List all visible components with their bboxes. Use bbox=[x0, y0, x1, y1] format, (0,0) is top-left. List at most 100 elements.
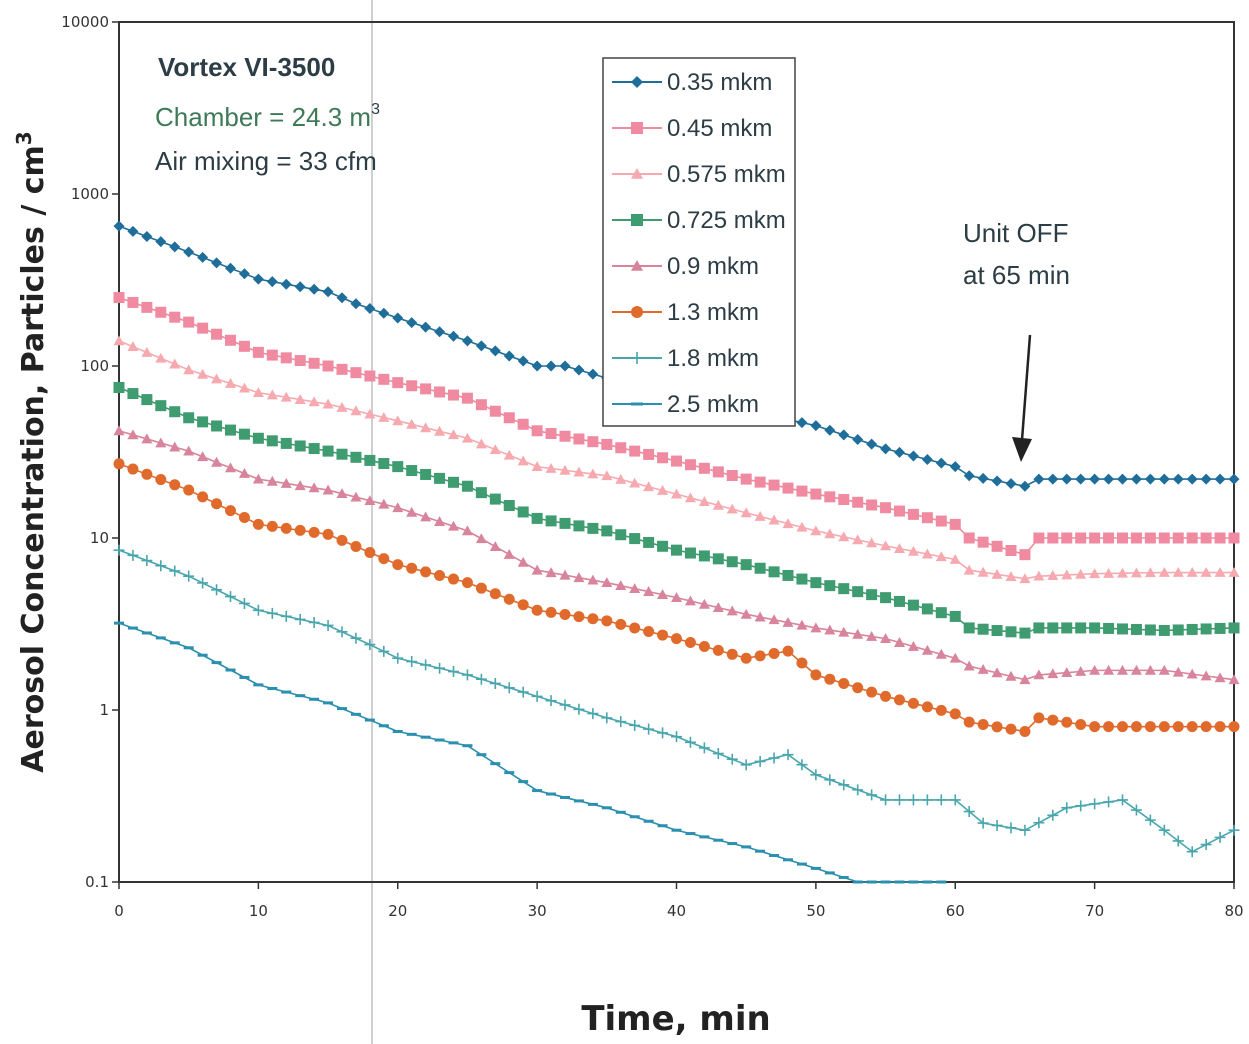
data-point bbox=[921, 603, 933, 615]
data-point bbox=[1200, 721, 1212, 733]
y-tick-label: 10000 bbox=[61, 13, 109, 31]
data-point bbox=[631, 168, 643, 179]
data-point bbox=[434, 569, 446, 581]
x-tick-label: 80 bbox=[1224, 902, 1243, 920]
data-point bbox=[796, 521, 808, 532]
data-point bbox=[949, 518, 961, 530]
data-point bbox=[657, 589, 669, 600]
data-point bbox=[517, 556, 529, 567]
data-point bbox=[838, 677, 850, 689]
x-tick-label: 0 bbox=[114, 902, 124, 920]
data-point bbox=[949, 708, 961, 720]
data-point bbox=[127, 626, 138, 630]
data-point bbox=[238, 428, 250, 440]
data-point bbox=[1228, 567, 1240, 577]
data-point bbox=[1117, 473, 1128, 485]
data-point bbox=[1172, 721, 1184, 733]
data-point bbox=[169, 565, 181, 577]
data-point bbox=[155, 306, 167, 318]
data-point bbox=[183, 445, 195, 456]
data-point bbox=[531, 690, 543, 702]
data-point bbox=[977, 663, 989, 674]
data-point bbox=[1117, 567, 1128, 578]
data-point bbox=[1019, 674, 1031, 685]
legend-item: 1.3 mkm bbox=[612, 299, 759, 326]
x-tick-label: 20 bbox=[388, 902, 407, 920]
data-point bbox=[392, 652, 404, 664]
data-point bbox=[768, 752, 780, 764]
data-point bbox=[629, 719, 641, 731]
data-point bbox=[211, 373, 223, 384]
data-point bbox=[197, 451, 209, 462]
data-point bbox=[211, 328, 223, 340]
data-point bbox=[336, 626, 348, 638]
data-point bbox=[740, 608, 752, 619]
data-point bbox=[239, 675, 250, 679]
data-point bbox=[545, 462, 557, 473]
data-point bbox=[573, 433, 585, 445]
data-point bbox=[1005, 822, 1017, 834]
data-point bbox=[225, 378, 236, 388]
data-point bbox=[684, 637, 696, 649]
data-point bbox=[907, 794, 919, 806]
data-point bbox=[392, 729, 403, 733]
x-tick-label: 10 bbox=[249, 902, 268, 920]
data-point bbox=[1047, 809, 1059, 821]
data-point bbox=[1089, 622, 1101, 634]
data-point bbox=[503, 500, 515, 512]
data-point bbox=[991, 568, 1003, 579]
data-point bbox=[671, 592, 682, 603]
data-point bbox=[907, 508, 919, 520]
data-point bbox=[1103, 473, 1115, 485]
data-point bbox=[1033, 473, 1045, 485]
series-2 bbox=[113, 335, 1240, 584]
data-point bbox=[406, 732, 417, 736]
data-point bbox=[852, 628, 864, 639]
data-point bbox=[907, 697, 919, 709]
data-point bbox=[1089, 721, 1101, 733]
data-point bbox=[252, 346, 264, 358]
data-point bbox=[810, 622, 822, 633]
data-point bbox=[141, 555, 153, 567]
data-point bbox=[531, 360, 543, 372]
data-point bbox=[935, 794, 947, 806]
data-point bbox=[1117, 794, 1128, 806]
data-point bbox=[476, 753, 487, 757]
data-point bbox=[838, 429, 850, 441]
data-point bbox=[1075, 532, 1087, 544]
data-point bbox=[1103, 567, 1115, 578]
data-point bbox=[894, 543, 905, 553]
data-point bbox=[545, 360, 557, 372]
data-point bbox=[281, 690, 292, 694]
data-point bbox=[1089, 532, 1101, 544]
data-point bbox=[141, 301, 153, 313]
legend-label: 0.35 mkm bbox=[667, 69, 772, 96]
data-point bbox=[838, 494, 850, 506]
data-point bbox=[211, 456, 223, 467]
data-point bbox=[631, 352, 643, 364]
data-point bbox=[225, 462, 236, 473]
data-point bbox=[1214, 473, 1226, 485]
data-point bbox=[949, 461, 961, 473]
data-point bbox=[323, 701, 334, 705]
data-point bbox=[698, 550, 710, 562]
data-point bbox=[629, 622, 641, 634]
data-point bbox=[1033, 817, 1045, 829]
data-point bbox=[517, 599, 529, 611]
data-point bbox=[991, 625, 1003, 637]
data-point bbox=[266, 389, 278, 400]
data-point bbox=[266, 349, 278, 361]
data-point bbox=[350, 712, 361, 716]
data-point bbox=[1047, 570, 1059, 580]
legend-box bbox=[602, 57, 796, 427]
data-point bbox=[503, 593, 515, 605]
data-point bbox=[350, 491, 362, 502]
data-point bbox=[378, 373, 390, 385]
data-point bbox=[1033, 622, 1045, 634]
data-point bbox=[866, 589, 878, 601]
data-point bbox=[810, 488, 822, 500]
data-point bbox=[1186, 532, 1198, 544]
data-point bbox=[712, 466, 724, 478]
x-axis-title: Time, min bbox=[581, 999, 770, 1039]
